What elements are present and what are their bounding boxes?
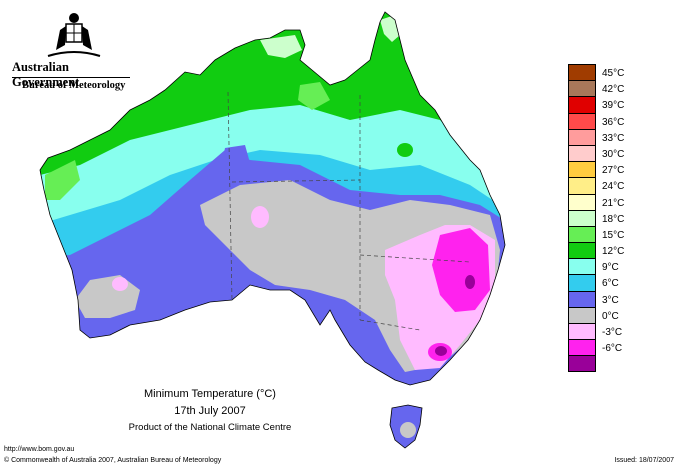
- legend-row: 36°C: [568, 112, 646, 129]
- legend-label: 21°C: [602, 197, 625, 209]
- legend-swatch: [568, 258, 596, 275]
- legend-row: 27°C: [568, 161, 646, 178]
- legend-swatch: [568, 355, 596, 372]
- legend-label: 6°C: [602, 278, 619, 290]
- legend-swatch: [568, 177, 596, 194]
- legend-swatch: [568, 64, 596, 81]
- legend-label: 39°C: [602, 100, 625, 112]
- map-credit: Product of the National Climate Centre: [128, 422, 292, 433]
- legend-label: -6°C: [602, 343, 623, 355]
- coat-of-arms-icon: [47, 13, 101, 57]
- legend-label: 27°C: [602, 165, 625, 177]
- legend-label: 45°C: [602, 68, 625, 79]
- footer-copyright: © Commonwealth of Australia 2007, Austra…: [4, 457, 222, 464]
- legend-row: 6°C: [568, 274, 646, 291]
- footer-url[interactable]: http://www.bom.gov.au: [4, 446, 75, 453]
- legend-swatch: [568, 112, 596, 129]
- legend-label: -3°C: [602, 327, 623, 338]
- legend-label: 33°C: [602, 132, 625, 144]
- legend-label: 36°C: [602, 116, 625, 128]
- legend-row: 30°C: [568, 144, 646, 162]
- legend-row: 0°C: [568, 306, 646, 323]
- legend-swatch: [568, 144, 596, 162]
- map-title: Minimum Temperature (°C): [144, 388, 276, 400]
- legend-row: 39°C: [568, 96, 646, 113]
- legend-row: 24°C: [568, 177, 646, 194]
- legend-swatch: [568, 290, 596, 307]
- legend-row: 18°C: [568, 209, 646, 226]
- legend-label: 30°C: [602, 148, 625, 160]
- temperature-legend: 45°C 42°C 39°C 36°C 33°C 30°C 27°C 24°C 21°C 18°C…: [568, 64, 646, 372]
- legend-label: 15°C: [602, 229, 625, 241]
- header-divider: [12, 77, 130, 78]
- legend-swatch: [568, 274, 596, 291]
- legend-swatch: [568, 306, 596, 323]
- government-title: Australian Government: [12, 60, 80, 89]
- legend-label: 0°C: [602, 310, 619, 322]
- legend-row: 45°C: [568, 64, 646, 81]
- legend-swatch: [568, 225, 596, 243]
- legend-row: 42°C: [568, 80, 646, 97]
- legend-row: 9°C: [568, 258, 646, 275]
- legend-row: 21°C: [568, 193, 646, 210]
- legend-row: -6°C: [568, 339, 646, 356]
- legend-row: 3°C: [568, 290, 646, 307]
- footer-issued-date: Issued: 18/07/2007: [614, 457, 674, 464]
- legend-swatch: [568, 339, 596, 356]
- legend-row: 12°C: [568, 242, 646, 259]
- legend-label: 18°C: [602, 213, 625, 225]
- bureau-title: Bureau of Meteorology: [22, 80, 126, 91]
- legend-swatch: [568, 242, 596, 259]
- legend-swatch: [568, 80, 596, 97]
- legend-swatch: [568, 128, 596, 145]
- legend-row: [568, 355, 646, 372]
- legend-label: 42°C: [602, 84, 625, 96]
- legend-swatch: [568, 209, 596, 226]
- legend-swatch: [568, 323, 596, 340]
- legend-swatch: [568, 161, 596, 178]
- legend-swatch: [568, 193, 596, 210]
- legend-label: 9°C: [602, 262, 619, 274]
- legend-row: 15°C: [568, 225, 646, 243]
- legend-label: 24°C: [602, 181, 625, 193]
- legend-label: 12°C: [602, 246, 625, 258]
- legend-label: 3°C: [602, 294, 619, 306]
- legend-swatch: [568, 96, 596, 113]
- map-date: 17th July 2007: [174, 405, 246, 417]
- legend-row: 33°C: [568, 128, 646, 145]
- legend-row: -3°C: [568, 323, 646, 340]
